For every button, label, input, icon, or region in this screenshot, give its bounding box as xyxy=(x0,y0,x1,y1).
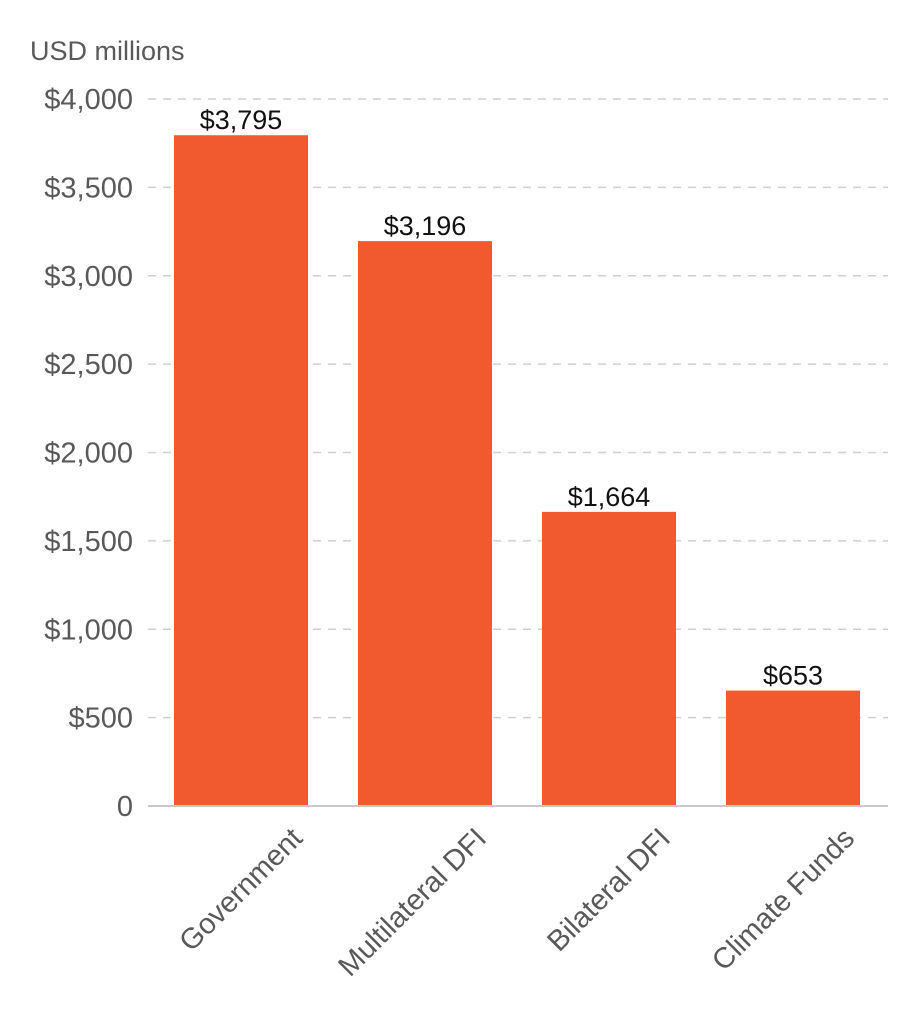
bars xyxy=(174,135,860,806)
bar-value-label: $3,795 xyxy=(200,105,283,135)
bar-value-label: $3,196 xyxy=(384,211,467,241)
y-tick-label: 0 xyxy=(117,791,133,823)
bar xyxy=(542,511,676,806)
y-tick-label: $3,500 xyxy=(44,172,133,204)
bar-value-label: $1,664 xyxy=(568,482,651,512)
bar xyxy=(358,241,492,806)
bar-value-label: $653 xyxy=(763,661,823,691)
y-tick-label: $1,500 xyxy=(44,526,133,558)
y-tick-label: $2,500 xyxy=(44,349,133,381)
x-tick-label: Climate Funds xyxy=(706,822,861,977)
bar xyxy=(726,690,860,806)
y-axis-ticks: 0 $500 $1,000 $1,500 $2,000 $2,500 $3,000 $3,50… xyxy=(44,84,133,823)
y-tick-label: $2,000 xyxy=(44,438,133,470)
x-axis-ticks: Government Multilateral DFI Bilateral DFI C… xyxy=(173,822,860,983)
bar xyxy=(174,135,308,806)
x-tick-label: Government xyxy=(173,822,308,957)
y-tick-label: $3,000 xyxy=(44,261,133,293)
data-labels: $3,795 $3,196 $1,664 $653 xyxy=(200,105,823,690)
y-tick-label: $1,000 xyxy=(44,614,133,646)
unit-label: USD millions xyxy=(30,36,185,66)
y-tick-label: $4,000 xyxy=(44,84,133,116)
x-tick-label: Bilateral DFI xyxy=(542,822,677,957)
y-tick-label: $500 xyxy=(68,703,133,735)
x-tick-label: Multilateral DFI xyxy=(332,822,493,983)
